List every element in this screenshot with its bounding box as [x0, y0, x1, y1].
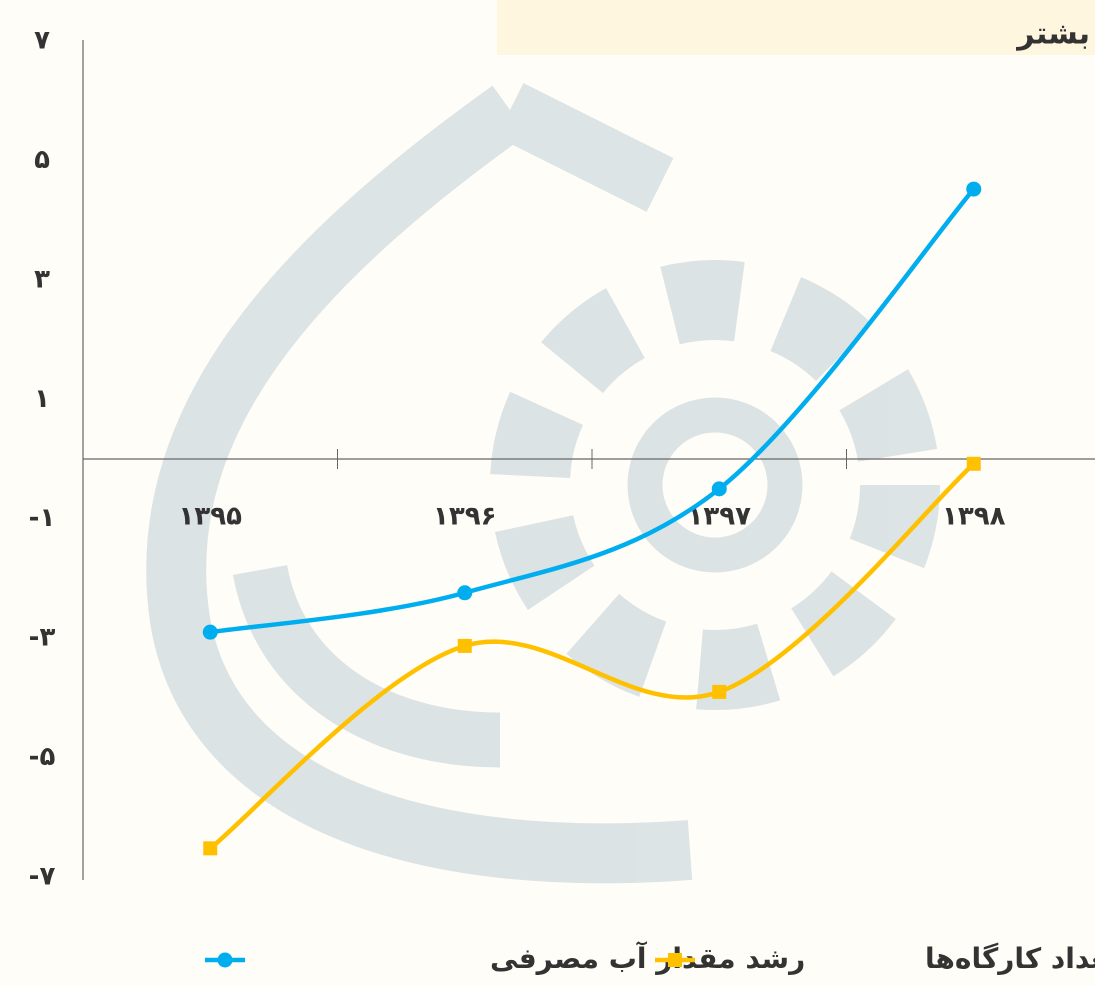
series-marker [203, 625, 218, 640]
x-tick-label: ۱۳۹۵ [179, 502, 243, 532]
series-marker [712, 481, 727, 496]
y-tick-label: -۷ [29, 862, 56, 892]
legend-marker [218, 953, 233, 968]
y-tick-label: -۱ [29, 503, 56, 533]
legend-label: رشد مقدار آب مصرفی [490, 941, 805, 975]
legend-marker [668, 953, 682, 967]
series-marker [967, 457, 981, 471]
y-tick-label: ۷ [34, 26, 50, 56]
series-marker [712, 685, 726, 699]
y-tick-label: ۵ [34, 145, 50, 175]
title-box [497, 0, 1095, 55]
y-tick-label: -۳ [29, 623, 56, 653]
x-tick-label: ۱۳۹۶ [433, 502, 496, 532]
series-marker [457, 585, 472, 600]
y-tick-label: ۱ [34, 384, 50, 414]
series-marker [203, 841, 217, 855]
series-marker [966, 182, 981, 197]
chart-title: بشتر [1015, 17, 1090, 52]
page: بشتر -۷-۵-۳-۱۱۳۵۷۱۳۹۵۱۳۹۶۱۳۹۷۱۳۹۸رشد مقد… [0, 0, 1095, 986]
y-tick-label: ۳ [34, 264, 50, 294]
y-tick-label: -۵ [29, 742, 56, 772]
x-tick-label: ۱۳۹۸ [942, 502, 1006, 532]
legend-label: رشد تعداد کارگاه‌ها [925, 942, 1095, 975]
chart: بشتر -۷-۵-۳-۱۱۳۵۷۱۳۹۵۱۳۹۶۱۳۹۷۱۳۹۸رشد مقد… [0, 0, 1095, 986]
series-marker [458, 639, 472, 653]
